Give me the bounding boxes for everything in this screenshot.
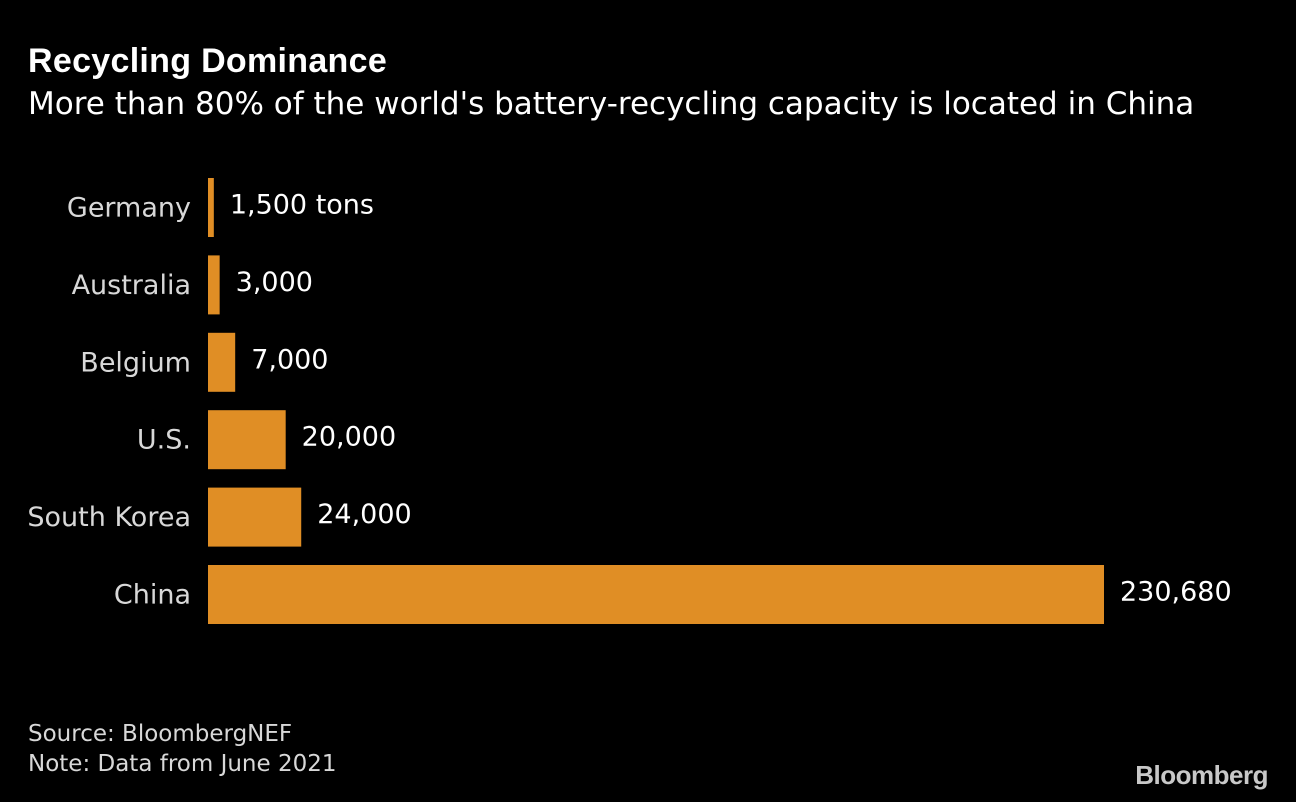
chart-title: Recycling Dominance — [28, 42, 388, 80]
bar-germany — [208, 178, 214, 237]
data-note: Note: Data from June 2021 — [28, 751, 337, 777]
category-label: China — [114, 580, 191, 611]
category-label: U.S. — [137, 425, 191, 456]
data-label: 3,000 — [236, 267, 313, 298]
data-label: 24,000 — [317, 499, 411, 530]
bloomberg-logo: Bloomberg — [1135, 760, 1268, 790]
source-note: Source: BloombergNEF — [28, 721, 293, 747]
data-label: 230,680 — [1120, 577, 1232, 608]
data-label: 1,500 tons — [230, 190, 374, 221]
bar-china — [208, 565, 1104, 624]
data-label: 7,000 — [251, 344, 328, 375]
category-label: Australia — [72, 270, 191, 301]
category-label: South Korea — [27, 502, 191, 533]
category-label: Germany — [67, 193, 191, 224]
data-label: 20,000 — [302, 422, 396, 453]
chart-subtitle: More than 80% of the world's battery-rec… — [28, 86, 1195, 122]
bar-south-korea — [208, 487, 302, 547]
bar-u-s- — [208, 410, 286, 470]
bar-belgium — [208, 332, 236, 392]
category-label: Belgium — [80, 347, 191, 378]
bar-australia — [208, 255, 220, 315]
